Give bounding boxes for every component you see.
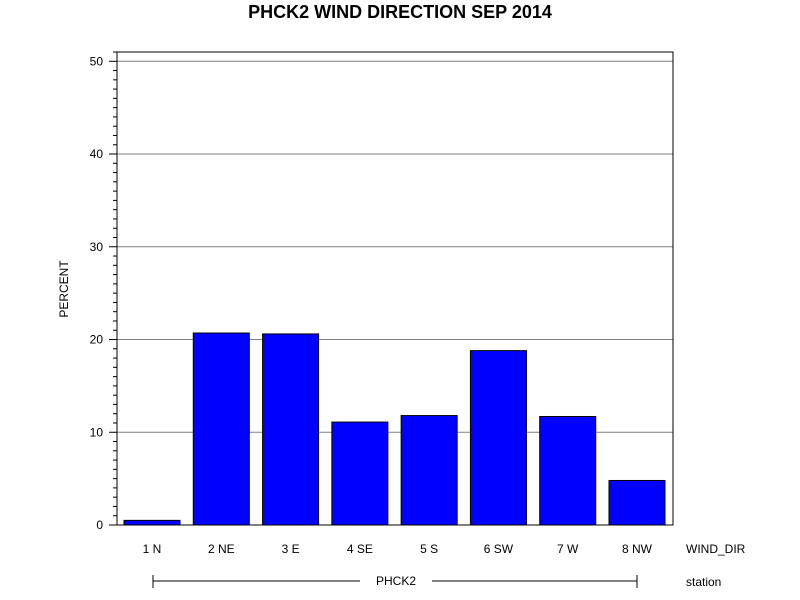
x-axis-label: WIND_DIR: [686, 542, 746, 556]
y-tick-label: 20: [90, 333, 104, 347]
bar: [262, 333, 320, 526]
bar: [539, 415, 597, 526]
chart-title: PHCK2 WIND DIRECTION SEP 2014: [248, 2, 552, 22]
station-group-bracket: PHCK2: [152, 574, 638, 588]
bars: [123, 332, 666, 526]
x-category-label: 7 W: [557, 542, 579, 556]
station-axis-label: station: [686, 575, 721, 589]
y-tick-label: 40: [90, 147, 104, 161]
y-tick-label: 0: [96, 518, 103, 532]
x-category-label: 5 S: [420, 542, 438, 556]
x-category-label: 2 NE: [208, 542, 235, 556]
plot-frame: [116, 51, 674, 526]
bar: [331, 421, 389, 526]
x-axis-category-labels: 1 N 2 NE 3 E 4 SE 5 S 6 SW 7 W 8 NW: [143, 542, 653, 556]
bar: [123, 519, 181, 526]
y-tick-label: 50: [90, 54, 104, 68]
x-category-label: 8 NW: [622, 542, 653, 556]
y-axis-ticks: 0 10 20 30 40 50: [90, 51, 117, 532]
x-category-label: 6 SW: [484, 542, 514, 556]
bar: [192, 332, 250, 526]
station-group-label: PHCK2: [376, 574, 416, 588]
y-axis-label: PERCENT: [57, 260, 71, 318]
y-tick-label: 10: [90, 425, 104, 439]
y-tick-label: 30: [90, 240, 104, 254]
bar: [469, 350, 527, 526]
bar: [608, 479, 666, 526]
x-category-label: 1 N: [143, 542, 162, 556]
x-category-label: 4 SE: [347, 542, 373, 556]
bar: [400, 415, 458, 526]
x-category-label: 3 E: [282, 542, 300, 556]
